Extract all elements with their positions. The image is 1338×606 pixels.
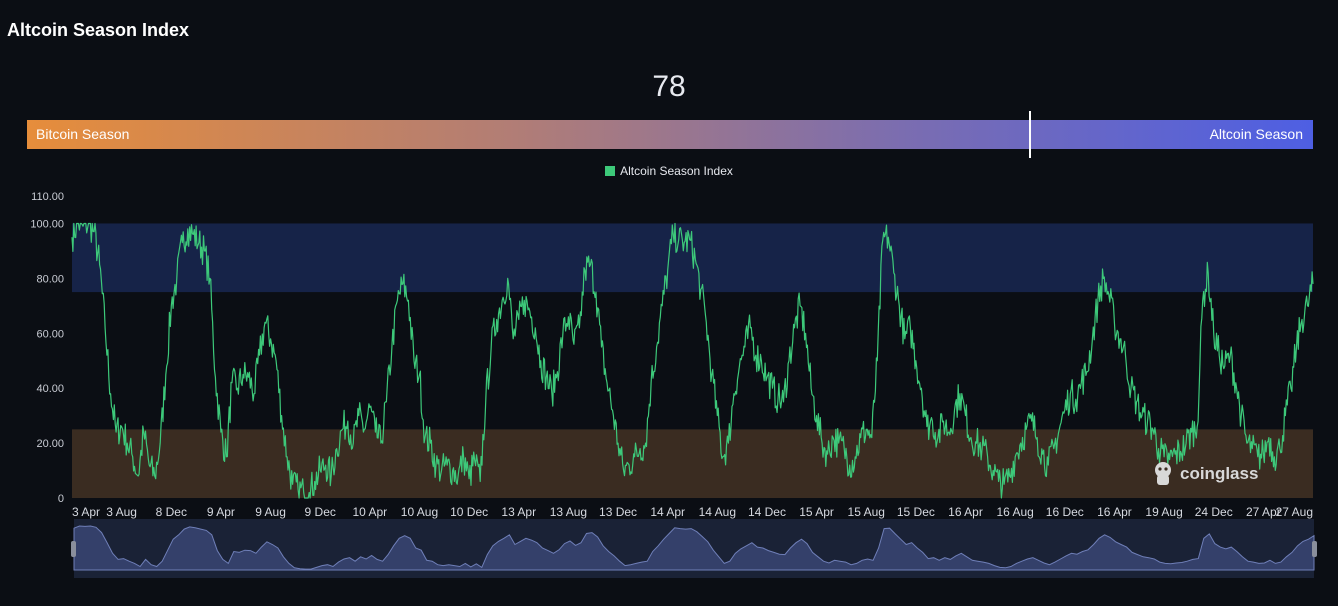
x-tick-label: 3 Apr xyxy=(72,505,100,519)
page-title: Altcoin Season Index xyxy=(7,20,190,40)
y-tick-label: 20.00 xyxy=(36,438,64,450)
x-tick-label: 9 Apr xyxy=(207,505,235,519)
x-tick-label: 9 Aug xyxy=(255,505,286,519)
x-tick-label: 13 Dec xyxy=(599,505,637,519)
range-navigator[interactable] xyxy=(71,519,1317,578)
watermark-text: coinglass xyxy=(1180,464,1258,483)
navigator-left-handle[interactable] xyxy=(71,541,76,557)
x-tick-label: 27 Aug xyxy=(1276,505,1313,519)
x-tick-label: 14 Apr xyxy=(650,505,685,519)
y-tick-label: 40.00 xyxy=(36,383,64,395)
x-tick-label: 13 Apr xyxy=(501,505,536,519)
x-tick-label: 15 Apr xyxy=(799,505,834,519)
x-tick-label: 16 Apr xyxy=(1097,505,1132,519)
series-layer xyxy=(71,222,1314,499)
navigator-area xyxy=(73,525,1315,571)
current-index-value: 78 xyxy=(652,70,686,103)
x-tick-label: 8 Dec xyxy=(156,505,187,519)
x-tick-label: 14 Dec xyxy=(748,505,786,519)
navigator-right-handle[interactable] xyxy=(1312,541,1317,557)
x-tick-label: 15 Dec xyxy=(897,505,935,519)
x-tick-label: 10 Apr xyxy=(352,505,387,519)
x-tick-label: 27 Apr xyxy=(1246,505,1281,519)
x-tick-label: 15 Aug xyxy=(848,505,885,519)
x-tick-label: 3 Aug xyxy=(106,505,137,519)
y-tick-label: 100.00 xyxy=(30,218,64,230)
x-tick-label: 19 Aug xyxy=(1145,505,1182,519)
current-index-marker xyxy=(1029,111,1032,158)
x-tick-label: 16 Dec xyxy=(1046,505,1084,519)
x-tick-label: 14 Aug xyxy=(699,505,736,519)
legend-swatch xyxy=(605,166,616,176)
y-tick-label: 60.00 xyxy=(36,328,64,340)
y-tick-label: 0 xyxy=(58,493,64,505)
altcoin-season-index-line xyxy=(71,222,1314,499)
x-tick-label: 9 Dec xyxy=(305,505,336,519)
x-tick-label: 24 Dec xyxy=(1195,505,1233,519)
x-tick-label: 10 Aug xyxy=(401,505,438,519)
bitcoin-season-label: Bitcoin Season xyxy=(36,126,130,142)
y-tick-label: 110.00 xyxy=(31,191,64,203)
altcoin-season-label: Altcoin Season xyxy=(1209,126,1303,142)
coinglass-watermark: coinglass xyxy=(1155,462,1258,485)
bitcoin-zone-band xyxy=(72,429,1313,498)
coinglass-logo-icon xyxy=(1155,462,1171,485)
x-tick-label: 10 Dec xyxy=(450,505,488,519)
x-tick-label: 16 Aug xyxy=(996,505,1033,519)
x-tick-label: 13 Aug xyxy=(550,505,587,519)
chart-legend[interactable]: Altcoin Season Index xyxy=(0,164,1338,178)
x-tick-label: 16 Apr xyxy=(948,505,983,519)
y-axis: 0 20.00 40.00 60.00 80.00 100.00 110.00 xyxy=(30,191,64,505)
x-axis: 3 Apr 3 Aug 8 Dec 9 Apr 9 Aug 9 Dec 10 Apr 10 A… xyxy=(72,505,1313,519)
season-gradient-bar: Bitcoin Season Altcoin Season xyxy=(27,111,1313,158)
legend-label: Altcoin Season Index xyxy=(620,164,733,178)
y-tick-label: 80.00 xyxy=(36,273,64,285)
